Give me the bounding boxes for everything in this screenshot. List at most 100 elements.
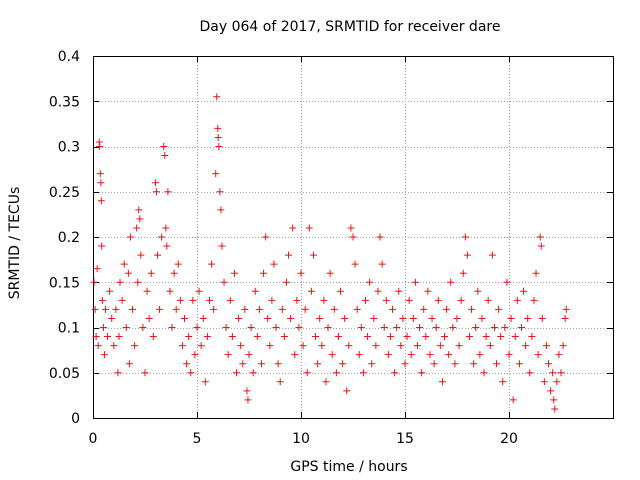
data-point [185, 333, 193, 341]
data-point [513, 296, 521, 304]
data-point [126, 233, 134, 241]
data-point [545, 360, 553, 368]
data-point [436, 342, 444, 350]
data-point [108, 314, 116, 322]
data-point [547, 387, 555, 395]
y-tick-label: 0.1 [58, 321, 80, 337]
y-tick-label: 0.15 [49, 275, 80, 291]
data-point [245, 351, 253, 359]
data-point [361, 296, 369, 304]
data-point [482, 333, 490, 341]
data-point [486, 342, 494, 350]
data-point [474, 287, 482, 295]
data-point [549, 369, 557, 377]
data-point [461, 233, 469, 241]
data-point [316, 314, 324, 322]
data-point [125, 360, 133, 368]
data-point [536, 233, 544, 241]
data-point [270, 260, 278, 268]
data-point [397, 342, 405, 350]
data-point [145, 314, 153, 322]
data-point [264, 314, 272, 322]
data-point [459, 269, 467, 277]
data-point [445, 351, 453, 359]
data-point [505, 351, 513, 359]
data-point [364, 333, 372, 341]
data-point [341, 314, 349, 322]
gridlines [93, 56, 613, 418]
data-point [195, 287, 203, 295]
x-tick-label: 20 [500, 431, 518, 447]
data-point [178, 342, 186, 350]
data-point [393, 324, 401, 331]
data-point [299, 342, 307, 350]
data-point [161, 152, 169, 160]
data-point [386, 333, 394, 341]
data-point [432, 324, 440, 331]
data-point [351, 260, 359, 268]
data-point [339, 360, 347, 368]
data-point [226, 296, 234, 304]
y-axis-label: SRMTID / TECUs [7, 187, 23, 300]
data-point [147, 269, 155, 277]
data-point [542, 342, 550, 350]
data-point [376, 233, 384, 241]
data-point [255, 305, 263, 313]
data-point [106, 287, 114, 295]
data-point [418, 369, 426, 377]
data-point [453, 314, 461, 322]
data-point [152, 188, 160, 196]
data-point [476, 351, 484, 359]
data-point [517, 324, 525, 331]
data-point [97, 179, 105, 187]
data-point [115, 333, 123, 341]
data-point [449, 324, 457, 331]
data-point [451, 360, 459, 368]
data-point [241, 305, 249, 313]
data-point [562, 305, 570, 313]
data-point [372, 342, 380, 350]
x-axis-label: GPS time / hours [290, 459, 407, 475]
data-point [493, 360, 501, 368]
data-point [484, 296, 492, 304]
data-point [92, 333, 100, 341]
data-point [112, 305, 120, 313]
data-point [244, 396, 252, 404]
data-point [353, 305, 361, 313]
x-tick-labels: 0 5 10 15 20 [89, 431, 518, 447]
data-point [522, 342, 530, 350]
data-point [297, 269, 305, 277]
data-point [399, 314, 407, 322]
data-point [239, 360, 247, 368]
data-point [497, 333, 505, 341]
data-point [168, 324, 176, 331]
data-point [141, 369, 149, 377]
data-point [158, 233, 166, 241]
data-point [559, 342, 567, 350]
data-point [143, 287, 151, 295]
data-point [110, 342, 118, 350]
data-point [100, 351, 108, 359]
data-point [287, 314, 295, 322]
data-point [322, 378, 330, 386]
data-point [343, 387, 351, 395]
data-point [172, 305, 180, 313]
data-point [434, 296, 442, 304]
data-point [530, 296, 538, 304]
data-point [430, 360, 438, 368]
data-point [208, 260, 216, 268]
data-point [153, 251, 161, 259]
data-point [139, 324, 147, 331]
data-point [114, 369, 122, 377]
data-point [164, 188, 172, 196]
data-point [163, 242, 171, 250]
data-point [465, 333, 473, 341]
data-point [191, 351, 199, 359]
data-point [324, 324, 332, 331]
data-point [235, 314, 243, 322]
data-point [251, 287, 259, 295]
data-point [122, 324, 130, 331]
data-point [217, 206, 225, 214]
data-point [96, 170, 104, 178]
data-point [253, 333, 261, 341]
